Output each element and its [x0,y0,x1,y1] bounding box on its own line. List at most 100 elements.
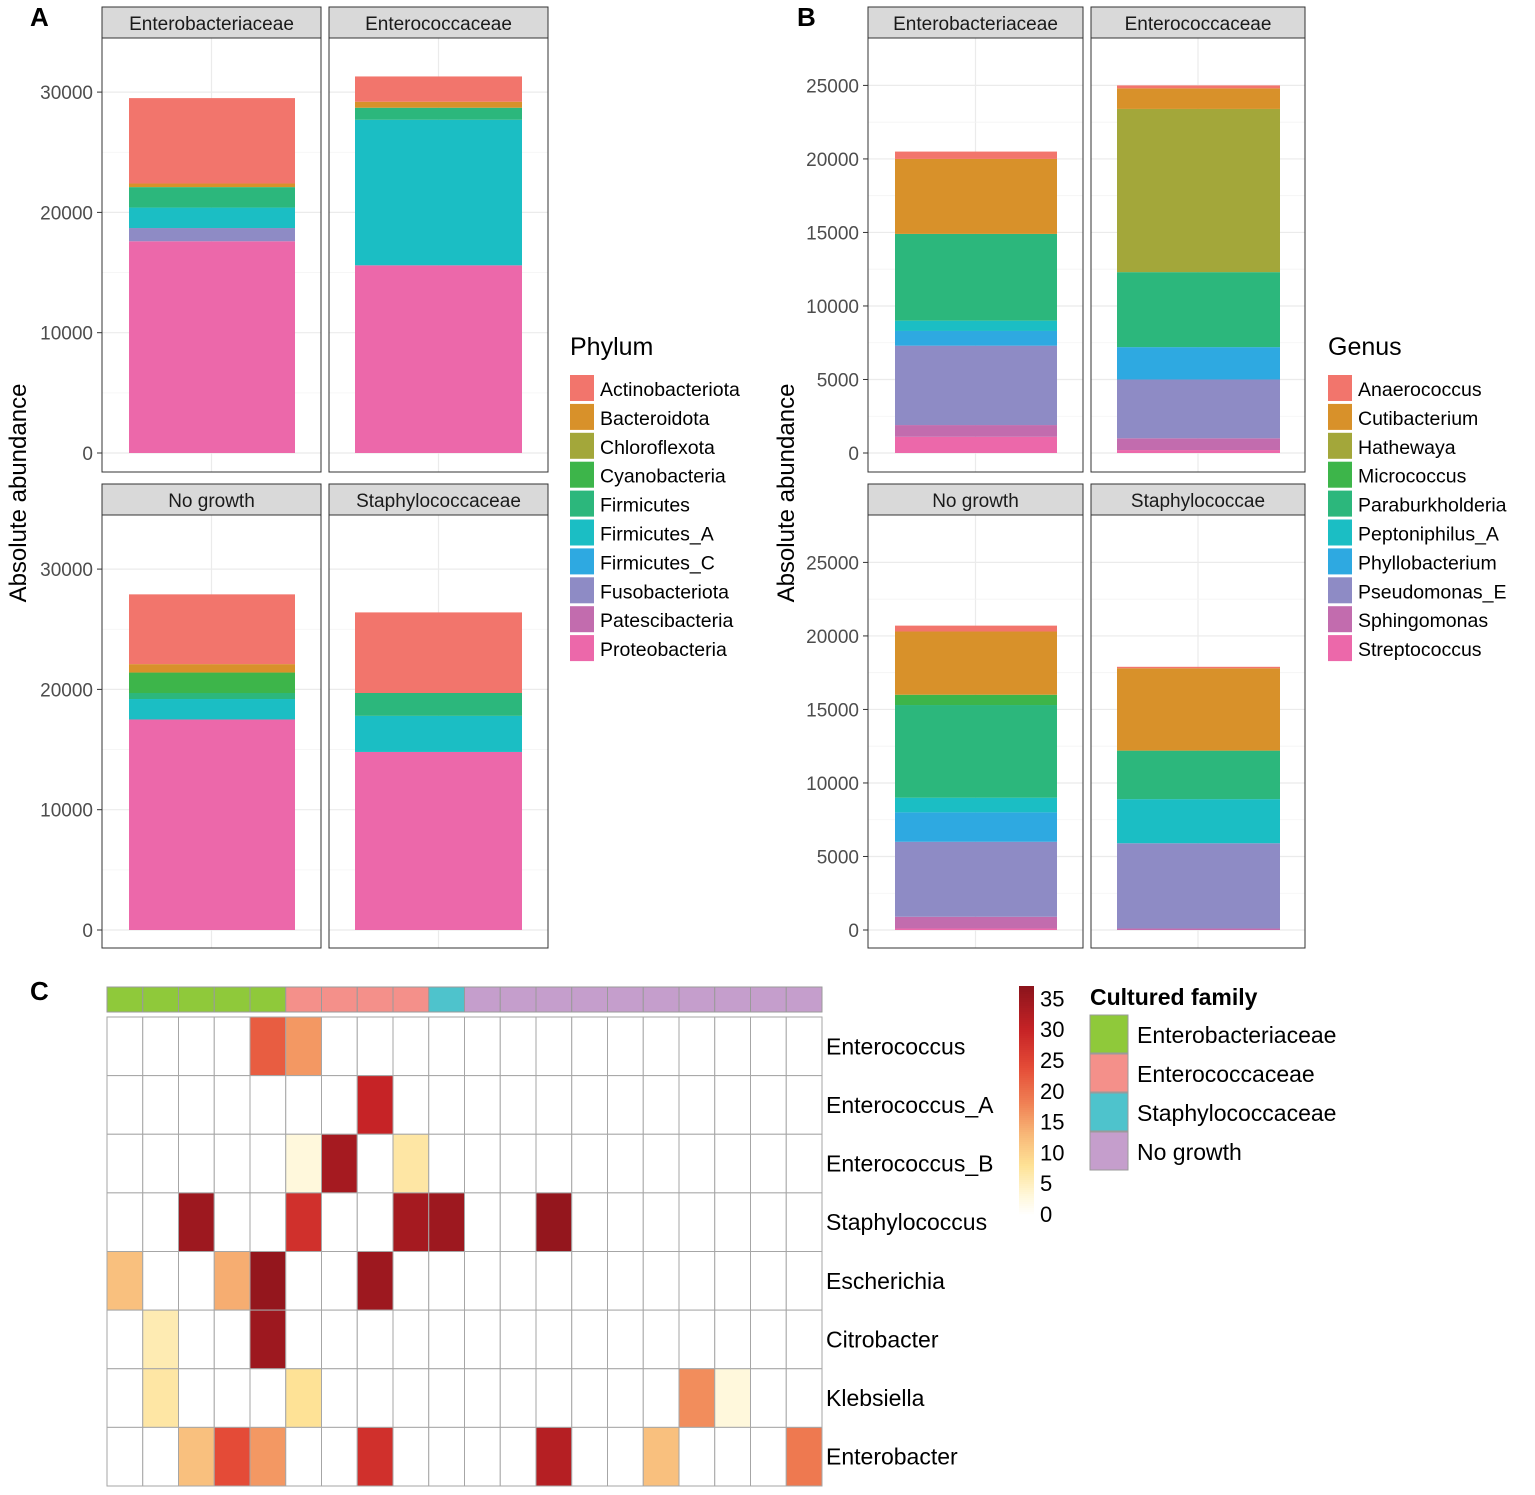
y-tick-label: 5000 [817,370,859,391]
heatmap-cell [750,1426,787,1487]
colorbar-step [1019,1008,1034,1011]
heatmap-cell [142,1251,179,1311]
colorbar-step [1019,1162,1034,1165]
y-tick-label: 0 [848,921,859,942]
facet-strip-label: Enterobacteriaceae [893,14,1058,35]
legend-swatch-firmicutes [570,490,594,517]
colorbar-step [1019,1128,1034,1131]
heatmap-cell [142,1133,179,1194]
annotation-legend-label: Enterococcaceae [1137,1061,1315,1087]
panel-b: B Absolute abundance Enterobacteriaceae 0 50… [773,2,1507,949]
bar-segment-actinobacteriota [355,612,522,694]
colorbar-step [1019,1196,1034,1199]
colorbar-step [1019,994,1034,997]
heatmap-cell [714,1192,751,1252]
heatmap-cell [571,1251,608,1311]
bar-segment-paraburkholderia [1117,272,1280,348]
annotation-cell-enterococcaceae [321,986,358,1013]
heatmap-cell [642,1192,680,1252]
heatmap-cell [750,1251,787,1311]
bar-segment-streptococcus [1117,450,1280,453]
bar-segment-paraburkholderia [895,705,1057,798]
heatmap-cell [499,1133,537,1194]
heatmap-cell [714,1075,751,1135]
bar-segment-sphingomonas [1117,438,1280,451]
facet-strip [101,483,322,516]
heatmap-cell [607,1309,644,1370]
bar-segment-proteobacteria [355,265,522,453]
legend-label: Firmicutes_A [600,524,714,546]
legend-label: Firmicutes_C [600,552,715,574]
colorbar-step [1019,1036,1034,1039]
heatmap-cell [285,1309,322,1370]
y-tick-label: 0 [848,444,859,465]
colorbar-step [1019,1170,1034,1173]
heatmap-cell [178,1309,215,1370]
colorbar-step [1019,1000,1034,1003]
annotation-cell-staphylococcaceae [428,986,465,1013]
heatmap-cell [535,1309,573,1370]
colorbar-step [1019,1028,1034,1031]
heatmap-cell [678,1192,716,1252]
heatmap-cell [785,1309,823,1370]
panel-c: C Enterococcus Enterococcus_A Enterococcus_… [30,976,1336,1487]
bar-segment-cutibacterium [895,631,1057,695]
heatmap-cell [499,1368,537,1428]
heatmap-cell [571,1192,608,1252]
bar-segment-anaerococcus [895,625,1057,632]
y-tick-label: 30000 [40,83,93,104]
row-label-klebsiella: Klebsiella [826,1385,925,1411]
annotation-cell-enterobacteriaceae [249,986,287,1013]
colorbar-step [1019,1212,1034,1215]
heatmap-cell [106,1251,144,1311]
heatmap-cell [356,1016,394,1077]
heatmap-cell [428,1133,465,1194]
bar-segment-sphingomonas [895,916,1057,929]
heatmap-cell [642,1016,680,1077]
heatmap-cell [678,1075,716,1135]
annotation-legend-swatch-enterobacteriaceae [1089,1014,1129,1054]
colorbar-step [1019,1030,1034,1033]
colorbar-step [1019,1148,1034,1151]
heatmap-cell [106,1426,144,1487]
colorbar-step [1019,1054,1034,1057]
colorbar-step [1019,986,1034,989]
bar-segment-streptococcus [895,928,1057,930]
heatmap-cell [428,1016,465,1077]
heatmap-cell [785,1133,823,1194]
heatmap-cell [678,1426,716,1487]
facet-border [328,37,549,473]
colorbar-tick-label: 30 [1040,1017,1064,1042]
bar-segment-proteobacteria [129,241,295,453]
heatmap-cell [714,1133,751,1194]
heatmap-cell [142,1368,179,1428]
heatmap-cell [213,1192,251,1252]
colorbar-step [1019,996,1034,999]
heatmap-cell [106,1075,144,1135]
heatmap-cell [785,1192,823,1252]
y-tick-label: 10000 [806,297,859,318]
colorbar-step [1019,1108,1034,1111]
heatmap-cell [714,1368,751,1428]
colorbar-step [1019,1022,1034,1025]
heatmap-cell [607,1133,644,1194]
row-label-enterococcus-a: Enterococcus_A [826,1092,994,1118]
heatmap-cell [607,1368,644,1428]
heatmap-cell [678,1251,716,1311]
bar-segment-hathewaya [1117,108,1280,273]
facet-strip-label: No growth [932,491,1019,512]
colorbar-step [1019,992,1034,995]
heatmap-cell [750,1368,787,1428]
heatmap-cell [392,1192,430,1252]
row-label-citrobacter: Citrobacter [826,1326,939,1352]
heatmap-cell [678,1309,716,1370]
heatmap-cell [356,1426,394,1487]
legend-label: Peptoniphilus_A [1358,524,1499,546]
row-label-staphylococcus: Staphylococcus [826,1209,987,1235]
colorbar-step [1019,1026,1034,1029]
facet-strip-label: Enterococcaceae [1125,14,1272,35]
legend: Phylum Actinobacteriota Bacteroidota Chloro… [570,333,740,662]
heatmap-cell [678,1016,716,1077]
heatmap-cell [750,1192,787,1252]
facet-enterococcaceae: Enterococcaceae [328,6,549,473]
